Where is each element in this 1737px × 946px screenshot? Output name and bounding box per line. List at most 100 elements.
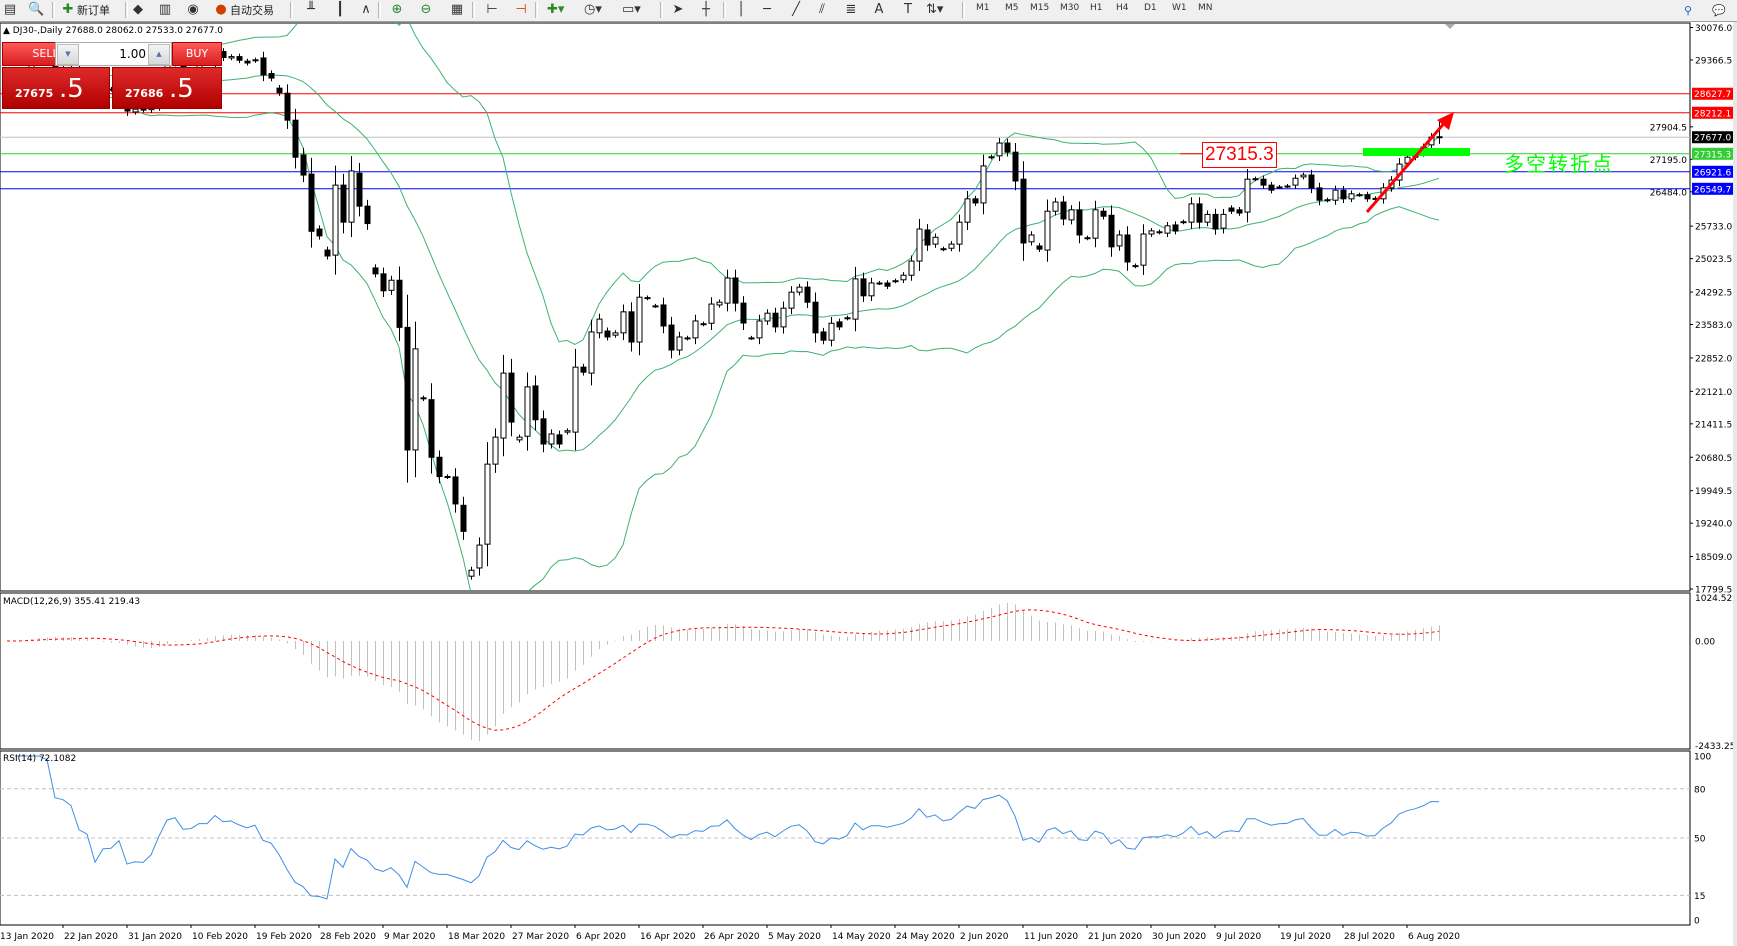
- period-w1[interactable]: W1: [1172, 3, 1187, 13]
- candle-body: [276, 87, 283, 94]
- candlestick-button[interactable]: ┃: [332, 1, 348, 19]
- zoom-out-button[interactable]: ⊖: [418, 1, 434, 19]
- lot-increase-button[interactable]: ▲: [148, 44, 170, 65]
- candle-body: [332, 184, 339, 256]
- candle-body: [668, 324, 675, 351]
- auto-trading-button[interactable]: ● 自动交易: [213, 1, 274, 19]
- price-tick-label: 26484.0: [1650, 188, 1687, 198]
- collapse-triangle-icon[interactable]: ▲: [3, 26, 10, 36]
- crosshair-button[interactable]: ┼: [698, 1, 714, 19]
- candle-body: [564, 430, 571, 433]
- templates-icon: ▭▾: [622, 2, 641, 17]
- candle-body: [308, 173, 315, 232]
- signals-button[interactable]: ◉: [185, 1, 201, 19]
- text-button[interactable]: A: [871, 1, 887, 19]
- chart-shift-button[interactable]: ⊢: [484, 1, 500, 19]
- fibonacci-button[interactable]: ≣: [843, 1, 859, 19]
- price-tick-label: 27195.0: [1650, 156, 1687, 166]
- candle: [556, 430, 563, 449]
- candle: [1220, 208, 1227, 234]
- text-label-button[interactable]: T: [900, 1, 916, 19]
- candle: [1172, 221, 1179, 235]
- candle-body: [988, 156, 995, 159]
- price-line-label: 26549.7: [1694, 185, 1731, 195]
- macd-plot: [7, 603, 1440, 741]
- periods-clock-button[interactable]: ◷▾: [584, 1, 602, 19]
- new-order-icon: ✚: [62, 2, 74, 17]
- candle: [324, 246, 331, 260]
- macd-tick-label: 0.00: [1695, 638, 1715, 648]
- candle-body: [1228, 207, 1235, 212]
- candle-body: [964, 198, 971, 223]
- candle: [1340, 185, 1347, 204]
- candle-body: [1220, 213, 1227, 229]
- turning-point-text[interactable]: 多空转折点: [1504, 152, 1614, 176]
- autoscroll-button[interactable]: ⊣: [513, 1, 529, 19]
- buy-button[interactable]: BUY: [172, 42, 222, 66]
- candle-body: [1132, 265, 1139, 268]
- period-h1[interactable]: H1: [1090, 3, 1103, 13]
- chart-window-button[interactable]: ▤: [2, 1, 18, 19]
- candle-body: [284, 92, 291, 121]
- candle: [1092, 200, 1099, 248]
- candle-body: [1036, 245, 1043, 250]
- candle-body: [532, 385, 539, 421]
- candle: [1236, 207, 1243, 216]
- lot-decrease-button[interactable]: ▼: [57, 44, 79, 65]
- price-tick-label: 18509.0: [1695, 553, 1732, 563]
- zoom-in-button[interactable]: ⊕: [389, 1, 405, 19]
- candle-body: [372, 267, 379, 275]
- trendline-button[interactable]: ╱: [788, 1, 804, 19]
- cursor-arrow-button[interactable]: ➤: [670, 1, 686, 19]
- rsi-tick-label: 80: [1694, 785, 1706, 795]
- indicators-button[interactable]: ✚▾: [547, 1, 564, 19]
- rsi-line: [15, 755, 1440, 900]
- sell-price[interactable]: 27675 .5: [2, 67, 110, 109]
- equidistant-channel-button[interactable]: ⫽: [814, 1, 830, 19]
- period-m30[interactable]: M30: [1060, 3, 1080, 13]
- bar-chart-button[interactable]: ╨: [303, 1, 319, 19]
- horizontal-line-button[interactable]: ─: [759, 1, 775, 19]
- one-click-trading-panel: SELL ▼ 1.00 ▲ BUY 27675 .5 27686 .5: [2, 42, 222, 109]
- candle-body: [908, 260, 915, 276]
- date-tick-label: 28 Feb 2020: [320, 932, 376, 942]
- candle-body: [636, 296, 643, 343]
- candle: [1356, 192, 1363, 197]
- buy-price[interactable]: 27686 .5: [112, 67, 222, 109]
- price-annotation-label[interactable]: 27315.3: [1202, 142, 1277, 168]
- auto-trading-icon: ●: [215, 2, 227, 17]
- price-line-label: 28212.1: [1694, 109, 1731, 119]
- price-line-label-box: [1692, 165, 1736, 178]
- toolbar-separator: [472, 2, 475, 18]
- search-icon[interactable]: ⚲: [1684, 3, 1693, 17]
- period-m15[interactable]: M15: [1030, 3, 1050, 13]
- templates-button[interactable]: ▭▾: [622, 1, 641, 19]
- period-d1[interactable]: D1: [1144, 3, 1157, 13]
- price-line-label-box: [1692, 131, 1736, 144]
- date-tick-label: 16 Apr 2020: [640, 932, 696, 942]
- candle-body: [660, 304, 667, 327]
- candle: [1324, 197, 1331, 203]
- zoom-doc-button[interactable]: 🔍: [28, 1, 44, 19]
- lot-size-field[interactable]: ▼ 1.00 ▲: [55, 42, 172, 66]
- candle-body: [740, 302, 747, 324]
- date-tick-label: 19 Jul 2020: [1280, 932, 1331, 942]
- period-h4[interactable]: H4: [1116, 3, 1129, 13]
- arrows-button[interactable]: ⇅▾: [926, 1, 943, 19]
- new-order-button[interactable]: ✚ 新订单: [60, 1, 110, 19]
- line-chart-button[interactable]: ∧: [358, 1, 374, 19]
- period-m5[interactable]: M5: [1005, 3, 1019, 13]
- tile-windows-button[interactable]: ▦: [449, 1, 465, 19]
- lot-size-value[interactable]: 1.00: [119, 47, 146, 61]
- data-window-button[interactable]: ▥: [157, 1, 173, 19]
- vertical-line-button[interactable]: │: [733, 1, 749, 19]
- market-book-button[interactable]: ◆: [130, 1, 146, 19]
- price-tick-label: 25023.5: [1695, 255, 1732, 265]
- chat-icon[interactable]: 💬: [1712, 3, 1726, 17]
- candle: [636, 283, 643, 356]
- period-m1[interactable]: M1: [976, 3, 990, 13]
- candle: [716, 299, 723, 308]
- candle-body: [1092, 209, 1099, 239]
- period-mn[interactable]: MN: [1198, 3, 1213, 13]
